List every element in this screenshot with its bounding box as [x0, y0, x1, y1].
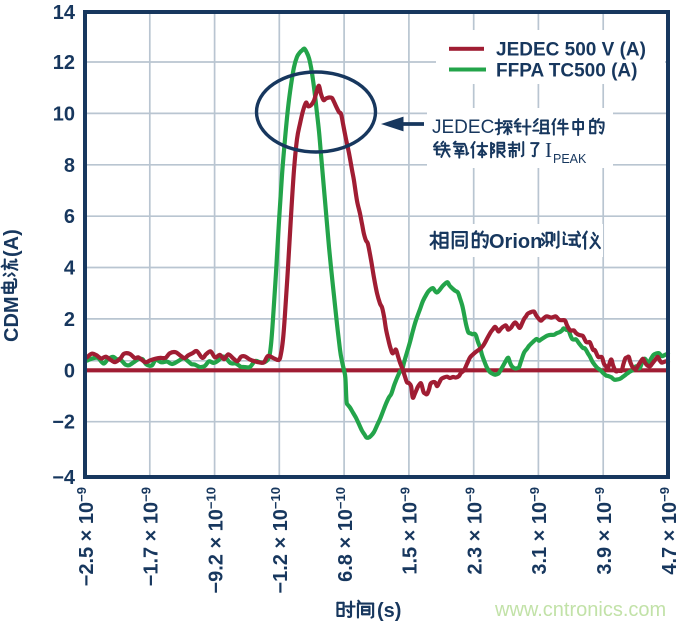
svg-text:PEAK: PEAK: [553, 152, 587, 166]
svg-text:JEDEC: JEDEC: [432, 117, 494, 138]
svg-text:10: 10: [53, 103, 75, 125]
svg-text:14: 14: [53, 2, 76, 24]
svg-text:6: 6: [64, 206, 75, 228]
svg-text:−1.2 × 10−10: −1.2 × 10−10: [268, 487, 292, 594]
svg-text:Orion: Orion: [489, 231, 542, 253]
svg-text:(s): (s): [377, 600, 401, 622]
svg-text:(A): (A): [1, 229, 23, 257]
svg-text:www.cntronics.com: www.cntronics.com: [494, 599, 666, 621]
svg-text:−2.5 × 10−9: −2.5 × 10−9: [74, 487, 98, 586]
svg-text:I: I: [545, 138, 552, 162]
svg-text:0: 0: [64, 360, 75, 382]
svg-text:FFPA TC500 (A): FFPA TC500 (A): [496, 60, 637, 81]
svg-text:4.7 × 10−9: 4.7 × 10−9: [657, 487, 680, 575]
svg-text:CDM: CDM: [1, 296, 23, 342]
svg-text:JEDEC 500 V (A): JEDEC 500 V (A): [496, 40, 646, 61]
svg-text:8: 8: [64, 155, 75, 177]
svg-text:4: 4: [64, 258, 76, 280]
svg-text:2: 2: [64, 309, 75, 331]
svg-text:−1.7 × 10−9: −1.7 × 10−9: [139, 487, 163, 586]
svg-text:12: 12: [53, 52, 75, 74]
svg-text:−2: −2: [52, 412, 75, 434]
svg-text:−4: −4: [52, 467, 76, 489]
